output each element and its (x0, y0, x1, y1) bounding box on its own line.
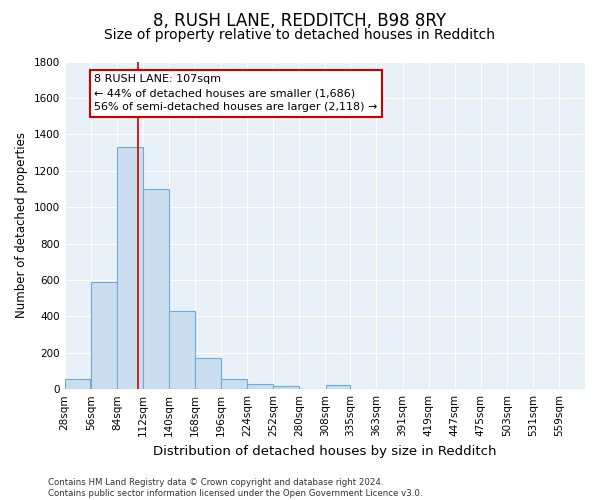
Bar (221, 379, 247, 389)
Text: 8 RUSH LANE: 107sqm
← 44% of detached houses are smaller (1,686)
56% of semi-det: 8 RUSH LANE: 107sqm ← 44% of detached ho… (94, 74, 378, 112)
Text: 8, RUSH LANE, REDDITCH, B98 8RY: 8, RUSH LANE, REDDITCH, B98 8RY (154, 12, 446, 30)
Bar (195, 358, 221, 389)
Bar (169, 311, 195, 389)
Bar (65, 379, 91, 389)
Y-axis label: Number of detached properties: Number of detached properties (15, 132, 28, 318)
Bar (247, 384, 273, 389)
Bar (326, 384, 350, 389)
Bar (143, 189, 169, 389)
Text: Size of property relative to detached houses in Redditch: Size of property relative to detached ho… (104, 28, 496, 42)
X-axis label: Distribution of detached houses by size in Redditch: Distribution of detached houses by size … (153, 444, 497, 458)
Bar (117, 147, 143, 389)
Bar (91, 282, 116, 389)
Text: Contains HM Land Registry data © Crown copyright and database right 2024.
Contai: Contains HM Land Registry data © Crown c… (48, 478, 422, 498)
Bar (274, 386, 299, 389)
